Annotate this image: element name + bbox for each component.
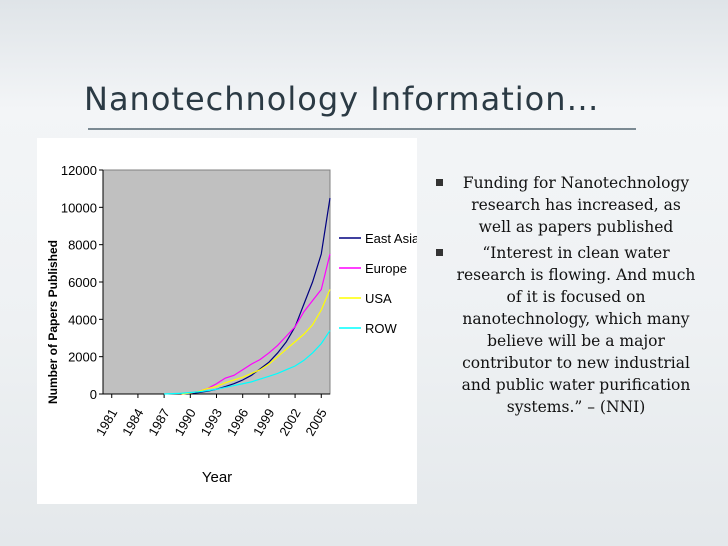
series-line bbox=[181, 289, 331, 395]
legend-label: East Asia bbox=[365, 231, 417, 246]
plot-area bbox=[102, 169, 331, 395]
legend-label: ROW bbox=[365, 321, 398, 336]
y-tick-label: 0 bbox=[90, 387, 97, 402]
x-axis-label: Year bbox=[202, 469, 232, 486]
y-tick-label: 2000 bbox=[68, 350, 97, 365]
x-tick-label: 1993 bbox=[198, 406, 225, 439]
bullet-text: “Interest in clean water research is flo… bbox=[456, 244, 696, 416]
papers-published-chart: 0200040006000800010000120001981198419871… bbox=[46, 163, 417, 486]
slide-title: Nanotechnology Information… bbox=[84, 80, 600, 118]
bullet-text: Funding for Nanotechnology research has … bbox=[462, 174, 690, 236]
y-axis-label: Number of Papers Published bbox=[46, 240, 60, 404]
x-tick-label: 1990 bbox=[171, 406, 198, 439]
legend-label: USA bbox=[365, 291, 392, 306]
bullet-item: “Interest in clean water research is flo… bbox=[428, 242, 698, 418]
y-tick-label: 8000 bbox=[68, 238, 97, 253]
y-tick-label: 12000 bbox=[61, 163, 97, 178]
x-tick-label: 1987 bbox=[145, 406, 172, 439]
x-tick-label: 1984 bbox=[119, 406, 146, 439]
y-tick-label: 10000 bbox=[61, 200, 97, 215]
x-tick-label: 2002 bbox=[276, 406, 303, 439]
series-line bbox=[164, 330, 331, 395]
legend-label: Europe bbox=[365, 261, 407, 276]
x-tick-label: 1999 bbox=[250, 406, 277, 439]
square-bullet-icon bbox=[436, 249, 443, 256]
y-tick-label: 6000 bbox=[68, 275, 97, 290]
title-underline bbox=[88, 128, 636, 130]
x-tick-label: 2005 bbox=[302, 406, 329, 439]
square-bullet-icon bbox=[436, 179, 443, 186]
x-tick-label: 1981 bbox=[93, 406, 120, 439]
bullet-item: Funding for Nanotechnology research has … bbox=[428, 172, 698, 238]
y-tick-label: 4000 bbox=[68, 312, 97, 327]
chart-panel: 0 2000 4000 6000 8000 10000 12000 1981 1984 1987 1… bbox=[37, 138, 417, 504]
bullet-list: Funding for Nanotechnology research has … bbox=[428, 172, 698, 422]
x-tick-label: 1996 bbox=[224, 406, 251, 439]
